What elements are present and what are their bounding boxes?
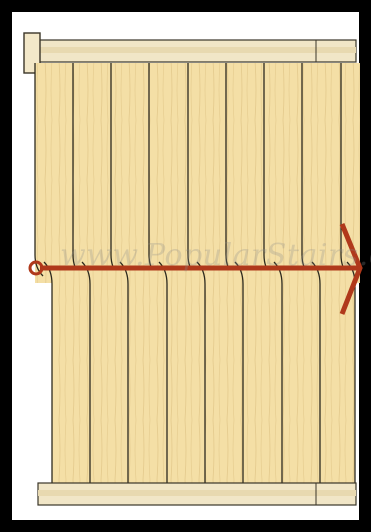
bottom-plank-line bbox=[196, 261, 206, 483]
top-plank-row bbox=[34, 63, 360, 283]
direction-arrow bbox=[28, 223, 363, 315]
bottom-plank-line bbox=[311, 261, 321, 483]
bottom-plank-line bbox=[234, 261, 244, 483]
bottom-plank-line bbox=[158, 261, 168, 483]
top-rail bbox=[23, 32, 357, 74]
bottom-plank-line bbox=[273, 261, 283, 483]
bottom-rail bbox=[37, 482, 357, 506]
bottom-plank-line bbox=[119, 261, 129, 483]
bottom-plank-row bbox=[43, 261, 356, 483]
bottom-plank-line bbox=[43, 261, 53, 483]
bottom-plank-line bbox=[81, 261, 91, 483]
top-plank-line bbox=[34, 63, 44, 277]
